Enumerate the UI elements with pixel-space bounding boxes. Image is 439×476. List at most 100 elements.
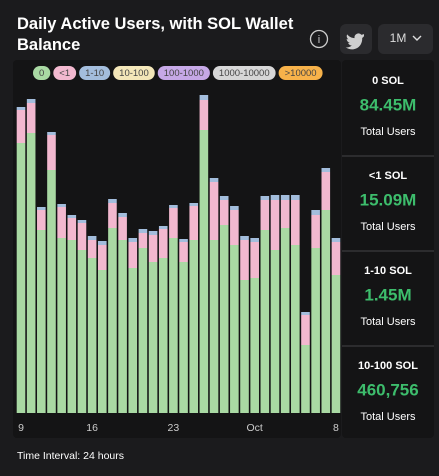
stat-value: 84.45M xyxy=(360,95,417,114)
bar-segment xyxy=(138,248,148,413)
legend-label: 0 xyxy=(39,68,44,79)
bar-segment xyxy=(189,203,199,206)
bar-segment xyxy=(37,207,46,210)
bar-segment xyxy=(291,195,300,200)
legend-chip xyxy=(33,66,51,80)
bar-segment xyxy=(179,262,188,413)
bar-segment xyxy=(16,143,26,413)
legend-label: 100-1000 xyxy=(164,68,204,79)
legend-chip xyxy=(157,66,210,80)
x-tick-label: 16 xyxy=(86,422,98,434)
bar-segment xyxy=(37,210,46,230)
bar-segment xyxy=(240,236,249,240)
stat-value: 15.09M xyxy=(360,190,417,209)
bar-segment xyxy=(280,195,290,200)
bar-segment xyxy=(209,178,219,182)
stat-caption: Total Users xyxy=(360,126,416,138)
bar-segment xyxy=(199,95,209,100)
bar-segment xyxy=(118,213,127,217)
bar-segment xyxy=(118,240,127,413)
info-i: i xyxy=(318,34,320,46)
bar-segment xyxy=(26,133,36,413)
bar-segment xyxy=(169,205,178,208)
bar-segment xyxy=(47,132,56,135)
bar-segment xyxy=(26,99,36,103)
bar-segment xyxy=(199,100,209,130)
legend-item[interactable]: 1-10 xyxy=(79,66,111,80)
bar-segment xyxy=(158,226,168,229)
bar-segment xyxy=(16,107,26,110)
bar-segment xyxy=(321,172,331,210)
bar-segment xyxy=(311,215,320,248)
bar-segment xyxy=(37,230,46,413)
bar-segment xyxy=(240,280,249,413)
bar-segment xyxy=(67,215,77,218)
legend-item[interactable]: <1 xyxy=(53,66,77,80)
legend-chip xyxy=(212,66,276,80)
legend-item[interactable]: 100-1000 xyxy=(157,66,210,80)
stat-label: <1 SOL xyxy=(369,170,407,182)
stats-panel xyxy=(342,60,434,438)
bar-segment xyxy=(291,200,300,245)
bar-segment xyxy=(77,220,87,223)
bar-segment xyxy=(57,207,66,238)
bar-segment xyxy=(108,203,117,228)
bar-segment xyxy=(219,225,229,413)
legend-label: <1 xyxy=(59,68,70,79)
legend-item[interactable]: 10-100 xyxy=(113,66,155,80)
legend-item[interactable]: >10000 xyxy=(278,66,323,80)
bar-segment xyxy=(219,200,229,225)
bar-segment xyxy=(301,345,310,413)
bar-segment xyxy=(179,239,188,242)
bar-segment xyxy=(301,312,310,315)
bar-segment xyxy=(97,241,107,245)
bar-segment xyxy=(301,315,310,345)
bar-segment xyxy=(311,248,320,413)
bar-segment xyxy=(77,223,87,250)
plot: 9 16 23 Oct 8 0 <1 1-10 10-100 100-1000 1000-10000… xyxy=(16,66,341,434)
bar-segment xyxy=(169,238,178,413)
legend-item[interactable]: 0 xyxy=(33,66,51,80)
x-tick-label: 23 xyxy=(168,422,180,434)
bar-segment xyxy=(331,275,341,413)
stat-caption: Total Users xyxy=(360,221,416,233)
bar-segment xyxy=(250,238,259,242)
bar-segment xyxy=(321,210,331,413)
bar-segment xyxy=(331,242,341,275)
bar-segment xyxy=(128,242,138,268)
bar-segment xyxy=(270,195,280,200)
stats: 0 SOL 84.45M Total Users <1 SOL 15.09M Total … xyxy=(342,75,434,423)
bar-segment xyxy=(189,206,199,240)
bar-segment xyxy=(158,229,168,258)
stat-label: 0 SOL xyxy=(372,75,404,87)
legend-item[interactable]: 1000-10000 xyxy=(212,66,276,80)
bar-segment xyxy=(138,233,148,248)
bar-segment xyxy=(250,242,259,278)
bar-segment xyxy=(321,168,331,172)
bar-segment xyxy=(97,270,107,413)
bar-segment xyxy=(128,238,138,242)
footer: Time Interval: 24 hours xyxy=(17,450,124,462)
stat-label: 10-100 SOL xyxy=(358,360,418,372)
bar-segment xyxy=(47,135,56,170)
bar-segment xyxy=(260,196,270,200)
bar-segment xyxy=(108,228,117,413)
timeframe-dropdown[interactable] xyxy=(378,24,433,54)
twitter-icon xyxy=(345,33,365,50)
bar-segment xyxy=(148,231,158,235)
bar-segment xyxy=(108,199,117,203)
legend-chip xyxy=(79,66,111,80)
bar-segment xyxy=(260,200,270,230)
info-icon[interactable] xyxy=(309,29,329,49)
bar-segment xyxy=(240,240,249,280)
bar-segment xyxy=(16,110,26,143)
x-tick-label: Oct xyxy=(247,422,263,434)
legend-label: 1000-10000 xyxy=(219,68,270,79)
x-tick-label: 9 xyxy=(18,422,24,434)
bar-segment xyxy=(87,240,97,258)
bar-segment xyxy=(230,245,239,413)
stat-caption: Total Users xyxy=(360,316,416,328)
bar-segment xyxy=(67,218,77,240)
stat-value: 460,756 xyxy=(357,380,418,399)
